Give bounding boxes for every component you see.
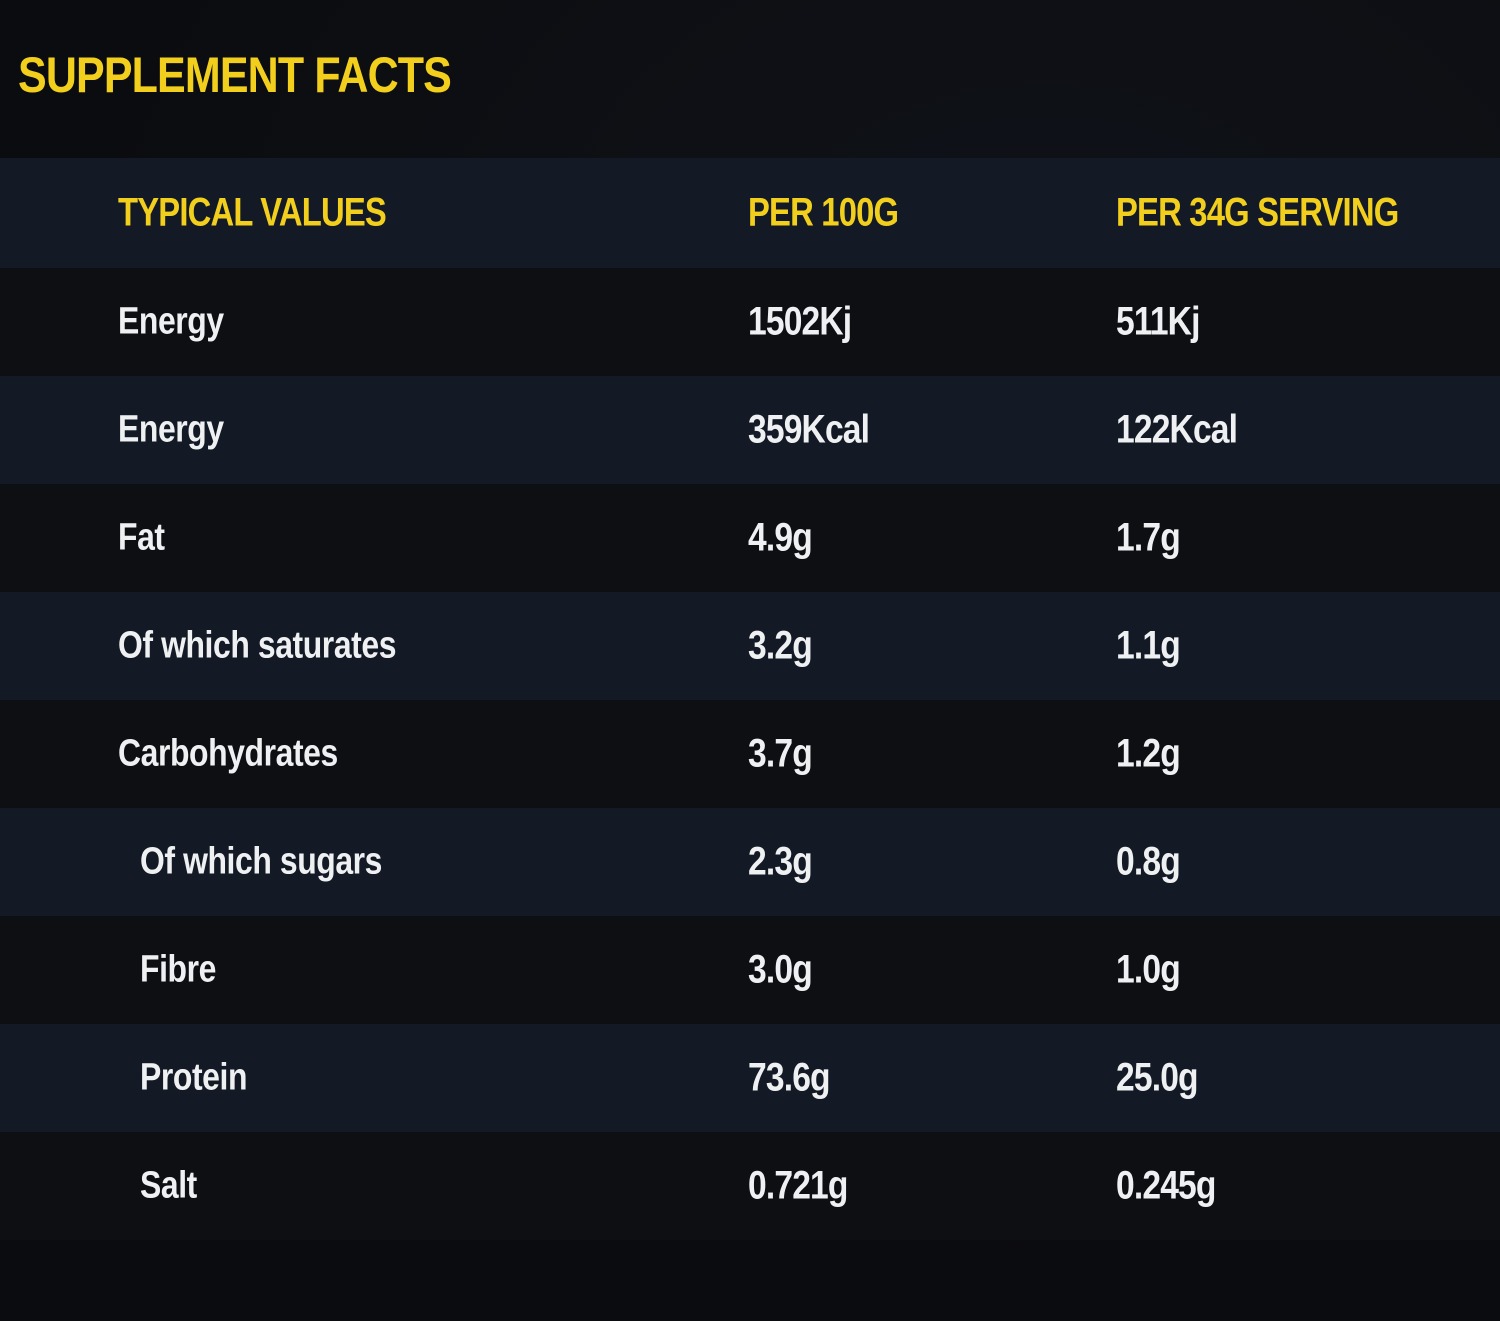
row-label: Of which saturates <box>118 624 397 667</box>
row-label: Energy <box>118 408 224 451</box>
table-row: Fat 4.9g 1.7g <box>0 484 1500 592</box>
row-per-100g: 3.2g <box>748 623 813 668</box>
table-row: Energy 359Kcal 122Kcal <box>0 376 1500 484</box>
row-per-serving: 1.2g <box>1116 731 1181 776</box>
header-typical-values: TYPICAL VALUES <box>118 190 387 235</box>
table-row: Of which sugars 2.3g 0.8g <box>0 808 1500 916</box>
row-label: Salt <box>140 1164 197 1207</box>
header-per-100g: PER 100G <box>748 190 899 235</box>
table-header-row: TYPICAL VALUES PER 100G PER 34G SERVING <box>0 158 1500 268</box>
table-row: Fibre 3.0g 1.0g <box>0 916 1500 1024</box>
table-row: Salt 0.721g 0.245g <box>0 1132 1500 1240</box>
page-title: SUPPLEMENT FACTS <box>18 47 452 103</box>
table-row: Protein 73.6g 25.0g <box>0 1024 1500 1132</box>
row-per-serving: 122Kcal <box>1116 407 1238 452</box>
row-per-100g: 3.7g <box>748 731 813 776</box>
table-row: Of which saturates 3.2g 1.1g <box>0 592 1500 700</box>
table-row: Energy 1502Kj 511Kj <box>0 268 1500 376</box>
header-per-serving: PER 34G SERVING <box>1116 190 1399 235</box>
row-per-100g: 2.3g <box>748 839 813 884</box>
row-per-serving: 1.0g <box>1116 947 1181 992</box>
row-label: Fat <box>118 516 165 559</box>
row-per-100g: 73.6g <box>748 1055 831 1100</box>
row-per-serving: 25.0g <box>1116 1055 1199 1100</box>
row-per-100g: 0.721g <box>748 1163 848 1208</box>
row-per-100g: 1502Kj <box>748 299 852 344</box>
table-row: Carbohydrates 3.7g 1.2g <box>0 700 1500 808</box>
row-label: Protein <box>140 1056 248 1099</box>
row-per-serving: 0.245g <box>1116 1163 1216 1208</box>
row-label: Carbohydrates <box>118 732 338 775</box>
row-per-serving: 1.1g <box>1116 623 1181 668</box>
row-label: Energy <box>118 300 224 343</box>
row-per-100g: 359Kcal <box>748 407 870 452</box>
row-per-serving: 511Kj <box>1116 299 1200 344</box>
nutrition-table: TYPICAL VALUES PER 100G PER 34G SERVING … <box>0 158 1500 1240</box>
row-per-serving: 1.7g <box>1116 515 1181 560</box>
row-per-100g: 4.9g <box>748 515 813 560</box>
row-label: Fibre <box>140 948 216 991</box>
row-per-serving: 0.8g <box>1116 839 1181 884</box>
row-per-100g: 3.0g <box>748 947 813 992</box>
row-label: Of which sugars <box>140 840 383 883</box>
